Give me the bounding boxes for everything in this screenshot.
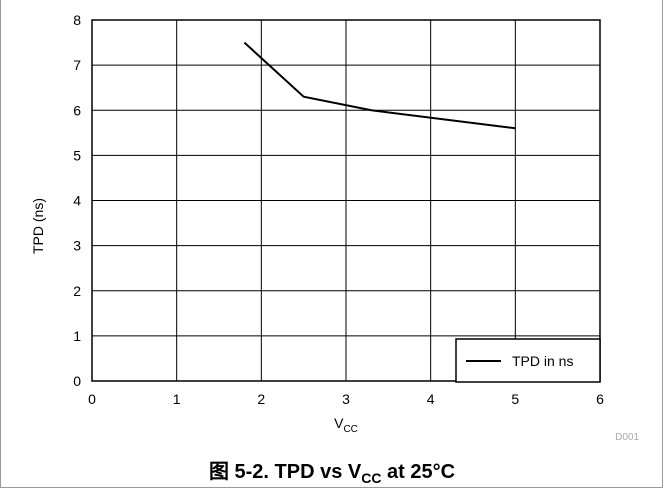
x-tick-label: 3 (342, 391, 350, 407)
plot-border (91, 19, 601, 382)
x-tick-label: 1 (173, 391, 181, 407)
x-tick-labels: 0 1 2 3 4 5 6 (88, 391, 604, 407)
y-tick-label: 2 (73, 283, 81, 299)
caption-suffix: at 25°C (381, 461, 456, 483)
y-tick-labels: 0 1 2 3 4 5 6 7 8 (73, 12, 81, 389)
y-tick-label: 1 (73, 328, 81, 344)
figure-id: D001 (615, 432, 639, 443)
y-axis-label: TPD (ns) (30, 198, 46, 254)
x-tick-label: 2 (257, 391, 265, 407)
x-tick-label: 4 (427, 391, 435, 407)
y-tick-label: 8 (73, 12, 81, 28)
x-tick-label: 0 (88, 391, 96, 407)
grid (91, 19, 601, 382)
y-tick-label: 5 (73, 147, 81, 163)
figure-caption: 图 5-2. TPD vs VCC at 25°C (0, 455, 664, 486)
legend: TPD in ns (455, 338, 601, 383)
x-tick-label: 6 (596, 391, 604, 407)
legend-label: TPD in ns (512, 353, 573, 369)
x-axis-label-sub: CC (343, 424, 357, 435)
x-axis-label: VCC (334, 415, 358, 435)
caption-prefix: 图 5-2. TPD vs V (208, 461, 362, 483)
y-tick-label: 4 (73, 193, 81, 209)
caption-subscript: CC (361, 470, 382, 486)
series-line (243, 41, 516, 130)
series-layer (243, 41, 516, 130)
y-tick-label: 7 (73, 57, 81, 73)
y-tick-label: 3 (73, 238, 81, 254)
legend-box (455, 338, 601, 383)
x-axis-label-main: V (334, 415, 344, 431)
y-tick-label: 6 (73, 102, 81, 118)
y-tick-label: 0 (73, 373, 81, 389)
x-tick-label: 5 (511, 391, 519, 407)
